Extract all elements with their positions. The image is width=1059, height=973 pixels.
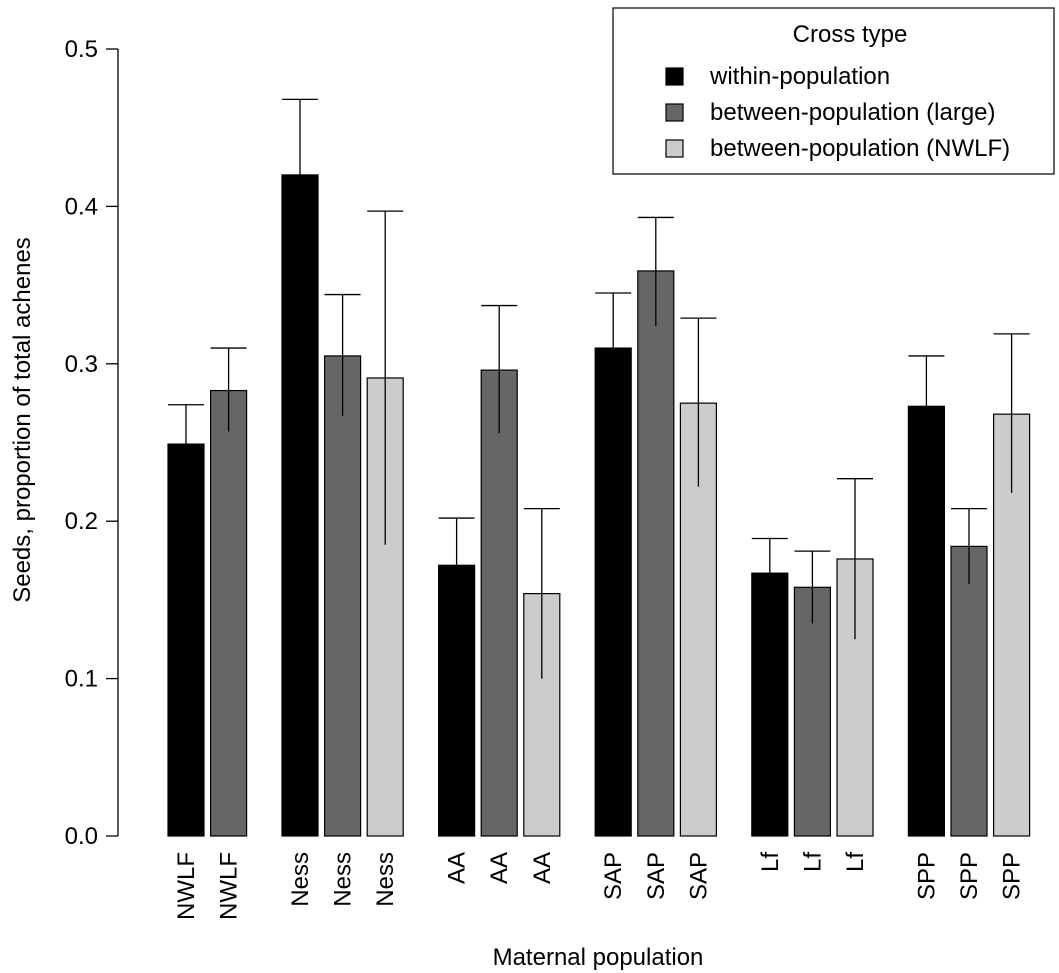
y-tick-label: 0.5 bbox=[65, 36, 98, 63]
y-tick-label: 0.0 bbox=[65, 823, 98, 850]
bar bbox=[210, 389, 248, 837]
x-tick-label: Ness bbox=[330, 852, 357, 907]
bar bbox=[167, 443, 205, 837]
x-tick-label: SAP bbox=[600, 852, 627, 900]
x-tick-label: Lf bbox=[757, 852, 784, 872]
x-tick-label: NWLF bbox=[173, 852, 200, 920]
bar bbox=[480, 369, 518, 837]
x-tick-label: NWLF bbox=[216, 852, 243, 920]
legend-box bbox=[612, 7, 1055, 175]
x-tick-label: AA bbox=[444, 852, 471, 884]
x-tick-label: SAP bbox=[685, 852, 712, 900]
bar bbox=[793, 586, 832, 837]
bar bbox=[637, 270, 675, 837]
y-axis-label: Seeds, proportion of total achenes bbox=[9, 237, 36, 603]
x-tick-label: Lf bbox=[842, 852, 869, 872]
bar bbox=[324, 355, 362, 837]
x-tick-label: SAP bbox=[643, 852, 670, 900]
legend-swatch bbox=[665, 139, 684, 158]
bar bbox=[281, 174, 319, 837]
y-axis: 0.0 0.1 0.2 0.3 0.4 0.5 bbox=[65, 36, 119, 850]
x-tick-label: Ness bbox=[287, 852, 314, 907]
legend-entry: within-population bbox=[709, 63, 890, 90]
legend-swatch bbox=[665, 103, 684, 122]
x-axis-label: Maternal population bbox=[493, 944, 704, 971]
error-bars-layer bbox=[168, 98, 1030, 679]
x-tick-label: Lf bbox=[799, 852, 826, 872]
x-tick-label: SPP bbox=[956, 852, 983, 900]
y-tick-label: 0.2 bbox=[65, 508, 98, 535]
legend-entry: between-population (large) bbox=[710, 99, 996, 126]
x-tick-label: AA bbox=[529, 852, 556, 884]
y-tick-label: 0.1 bbox=[65, 666, 98, 693]
bar bbox=[594, 347, 632, 837]
legend-entry: between-population (NWLF) bbox=[710, 135, 1010, 162]
x-tick-label: SPP bbox=[913, 852, 940, 900]
bar bbox=[950, 545, 988, 837]
x-tick-labels: NWLF NWLF Ness Ness Ness AA AA AA SAP SAP SAP Lf Lf L… bbox=[173, 852, 1026, 920]
y-tick-label: 0.3 bbox=[65, 351, 98, 378]
bar bbox=[751, 572, 789, 837]
x-tick-label: Ness bbox=[372, 852, 399, 907]
x-tick-label: AA bbox=[486, 852, 513, 884]
x-tick-label: SPP bbox=[999, 852, 1026, 900]
legend-swatch bbox=[665, 67, 684, 86]
bar bbox=[907, 405, 946, 837]
bars-layer bbox=[167, 174, 1031, 837]
legend-title: Cross type bbox=[793, 21, 908, 48]
legend: Cross type within-population between-popu… bbox=[612, 7, 1055, 175]
bar bbox=[438, 564, 476, 837]
y-tick-label: 0.4 bbox=[65, 193, 98, 220]
